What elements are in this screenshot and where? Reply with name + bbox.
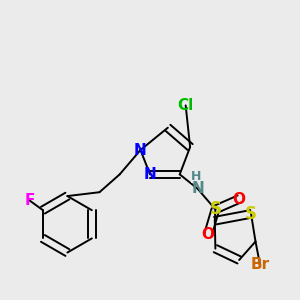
Text: Br: Br	[250, 257, 269, 272]
Text: F: F	[24, 193, 35, 208]
Text: S: S	[209, 200, 221, 218]
Text: S: S	[245, 205, 257, 223]
Text: Cl: Cl	[178, 98, 194, 113]
Text: O: O	[233, 191, 246, 206]
Text: N: N	[191, 181, 204, 196]
Text: N: N	[144, 167, 156, 182]
Text: H: H	[191, 170, 201, 183]
Text: O: O	[202, 227, 214, 242]
Text: N: N	[134, 142, 147, 158]
